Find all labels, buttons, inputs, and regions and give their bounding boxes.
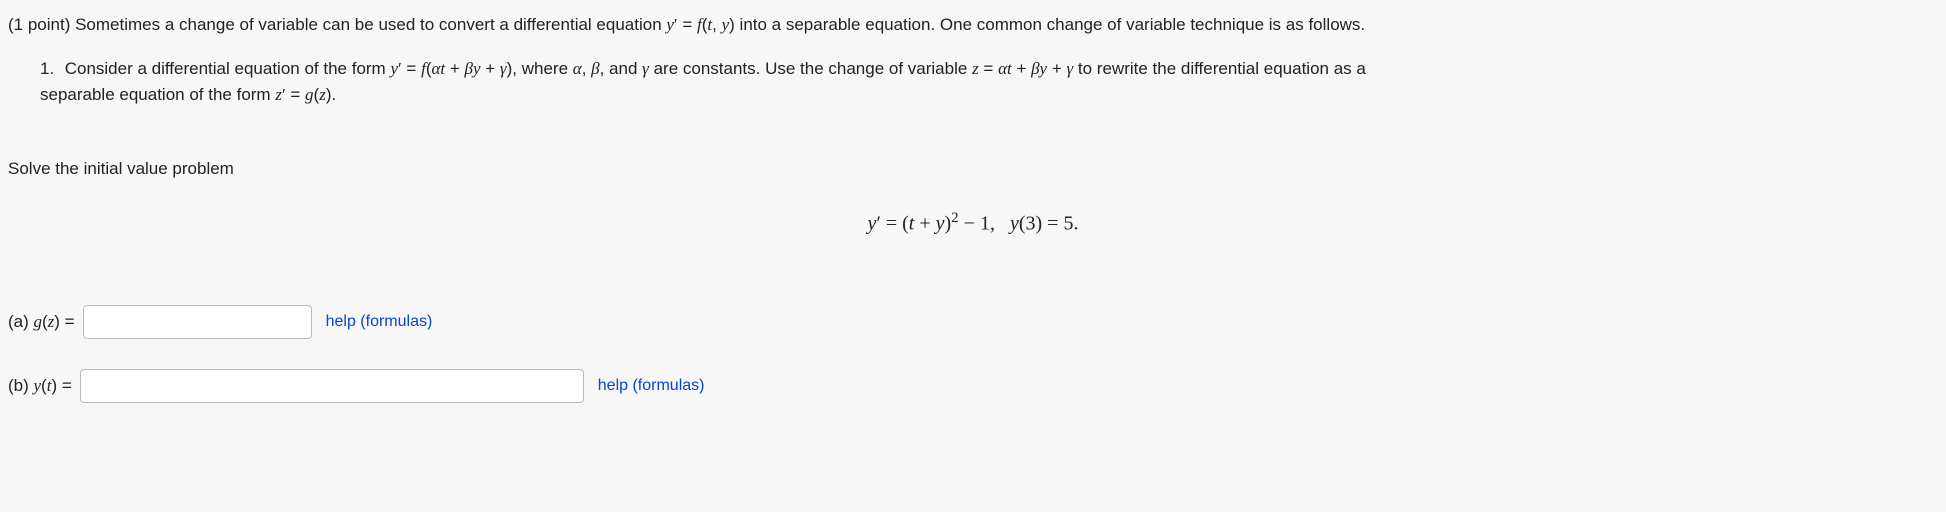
sub-item-number: 1. <box>40 56 60 82</box>
part-b-prefix: (b) <box>8 376 34 395</box>
points-prefix: (1 point) <box>8 15 75 34</box>
ivp-equation: y′ = (t + y)2 − 1, y(3) = 5. <box>8 210 1938 236</box>
sub-item: 1. Consider a differential equation of t… <box>8 56 1938 109</box>
part-a-prefix: (a) <box>8 312 34 331</box>
part-a-label: (a) g(z) = <box>8 312 75 332</box>
part-b-label: (b) y(t) = <box>8 376 72 396</box>
part-a-row: (a) g(z) = help (formulas) <box>8 305 1938 339</box>
part-a-help-link[interactable]: help (formulas) <box>326 313 433 331</box>
problem-page: (1 point) Sometimes a change of variable… <box>0 0 1946 453</box>
answers-block: (a) g(z) = help (formulas) (b) y(t) = he… <box>8 305 1938 403</box>
ivp-prompt: Solve the initial value problem <box>8 156 1938 182</box>
part-a-input[interactable] <box>83 305 312 339</box>
part-b-help-link[interactable]: help (formulas) <box>598 377 705 395</box>
intro-text: (1 point) Sometimes a change of variable… <box>8 12 1938 38</box>
part-b-row: (b) y(t) = help (formulas) <box>8 369 1938 403</box>
part-b-input[interactable] <box>80 369 584 403</box>
